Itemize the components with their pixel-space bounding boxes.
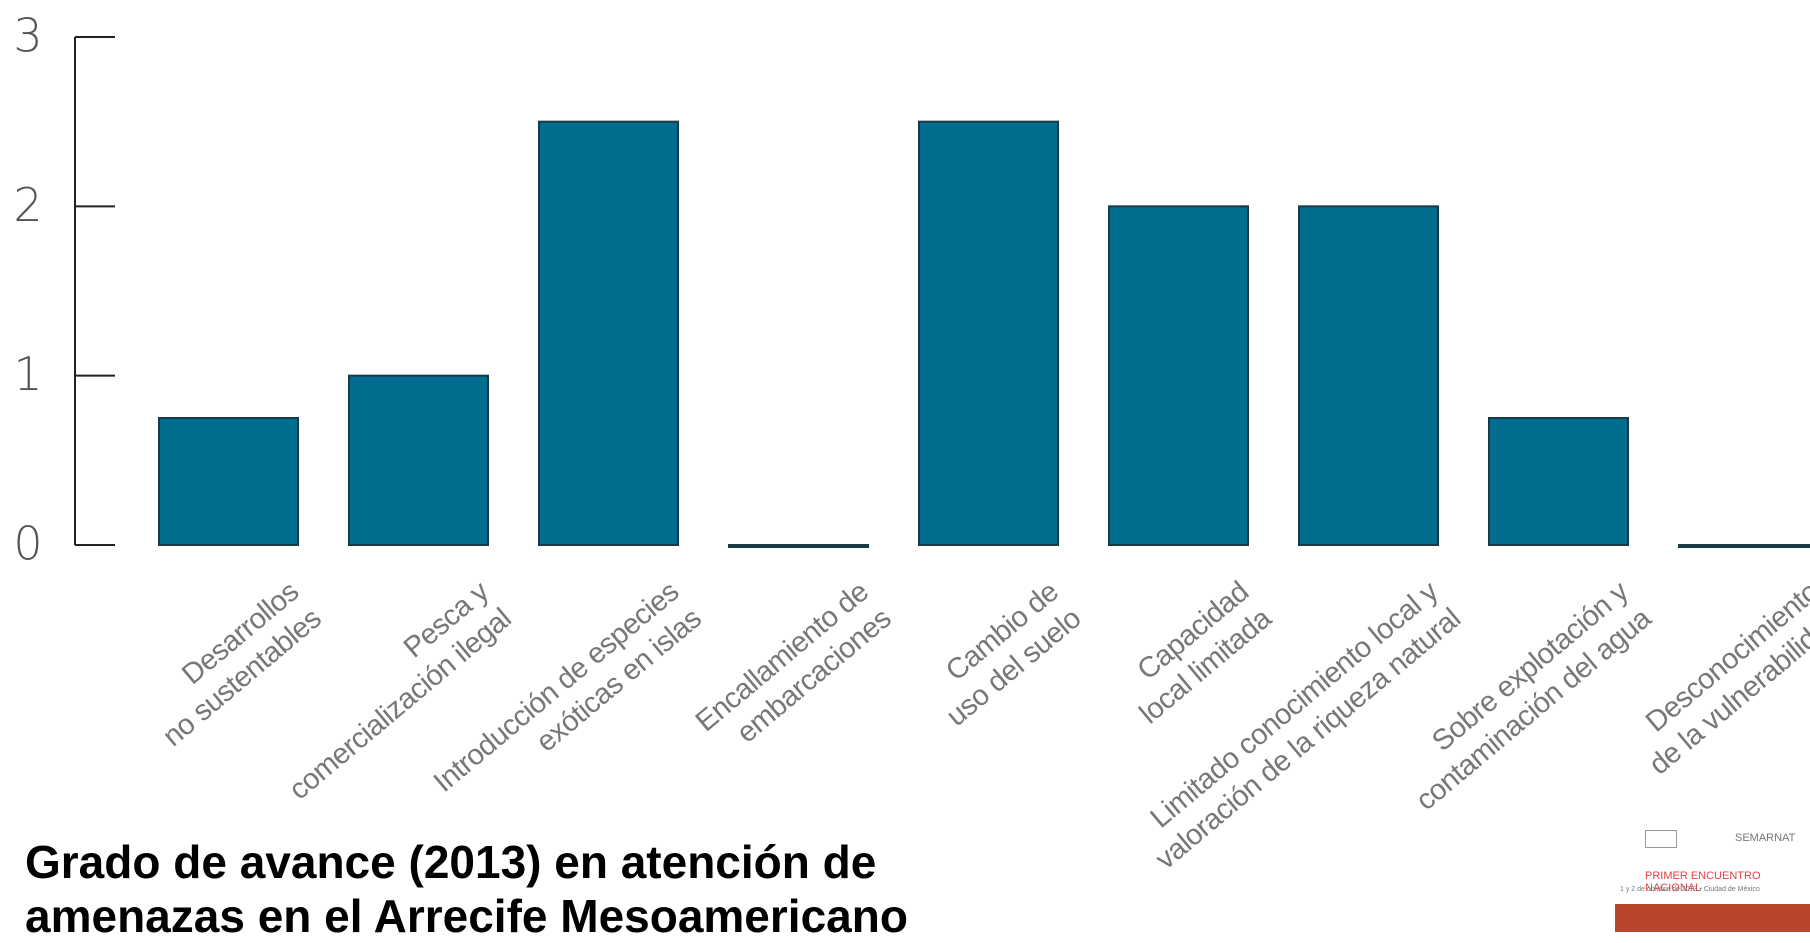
- bar: [1678, 544, 1810, 548]
- chart-title: Grado de avance (2013) en atención de am…: [25, 836, 908, 942]
- bar: [158, 417, 299, 546]
- bar: [348, 374, 489, 546]
- y-tick-label: 1: [13, 347, 42, 401]
- event-thumbnail: SEMARNAT PRIMER ENCUENTRO NACIONAL 1 y 2…: [1600, 820, 1810, 932]
- event-date: 1 y 2 de octubre de 2013 • Ciudad de Méx…: [1620, 886, 1760, 893]
- event-photo: [1615, 904, 1810, 932]
- bar: [728, 544, 869, 548]
- bar: [1108, 205, 1249, 546]
- logo-icon: [1645, 830, 1677, 848]
- y-tick-label: 0: [13, 517, 42, 571]
- y-tick-label: 3: [13, 9, 42, 63]
- bar: [538, 120, 679, 547]
- bar: [1298, 205, 1439, 546]
- bar: [1488, 417, 1629, 546]
- y-tick-label: 2: [13, 178, 42, 232]
- org-logo: SEMARNAT: [1735, 832, 1796, 844]
- event-name: PRIMER ENCUENTRO NACIONAL: [1645, 870, 1761, 894]
- bar: [918, 120, 1059, 547]
